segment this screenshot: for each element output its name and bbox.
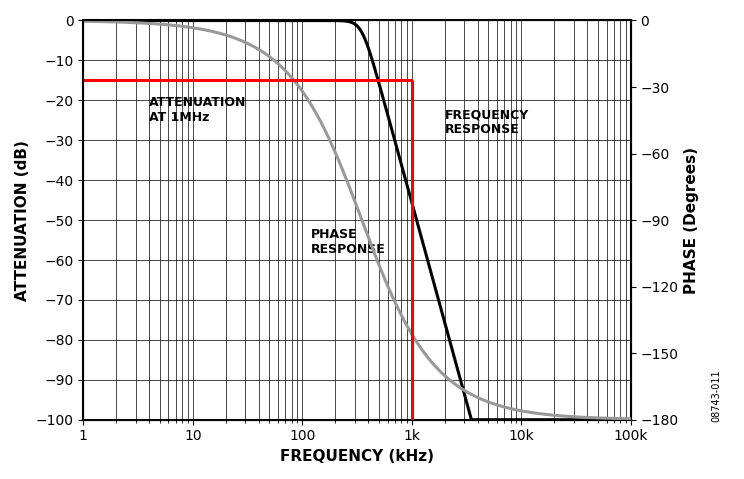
Text: PHASE
RESPONSE: PHASE RESPONSE [311, 228, 385, 256]
Text: 08743-011: 08743-011 [712, 369, 722, 422]
X-axis label: FREQUENCY (kHz): FREQUENCY (kHz) [280, 449, 434, 464]
Y-axis label: ATTENUATION (dB): ATTENUATION (dB) [15, 140, 30, 300]
Y-axis label: PHASE (Degrees): PHASE (Degrees) [684, 147, 699, 294]
Text: FREQUENCY
RESPONSE: FREQUENCY RESPONSE [445, 108, 529, 137]
Text: ATTENUATION
AT 1MHz: ATTENUATION AT 1MHz [150, 96, 246, 125]
